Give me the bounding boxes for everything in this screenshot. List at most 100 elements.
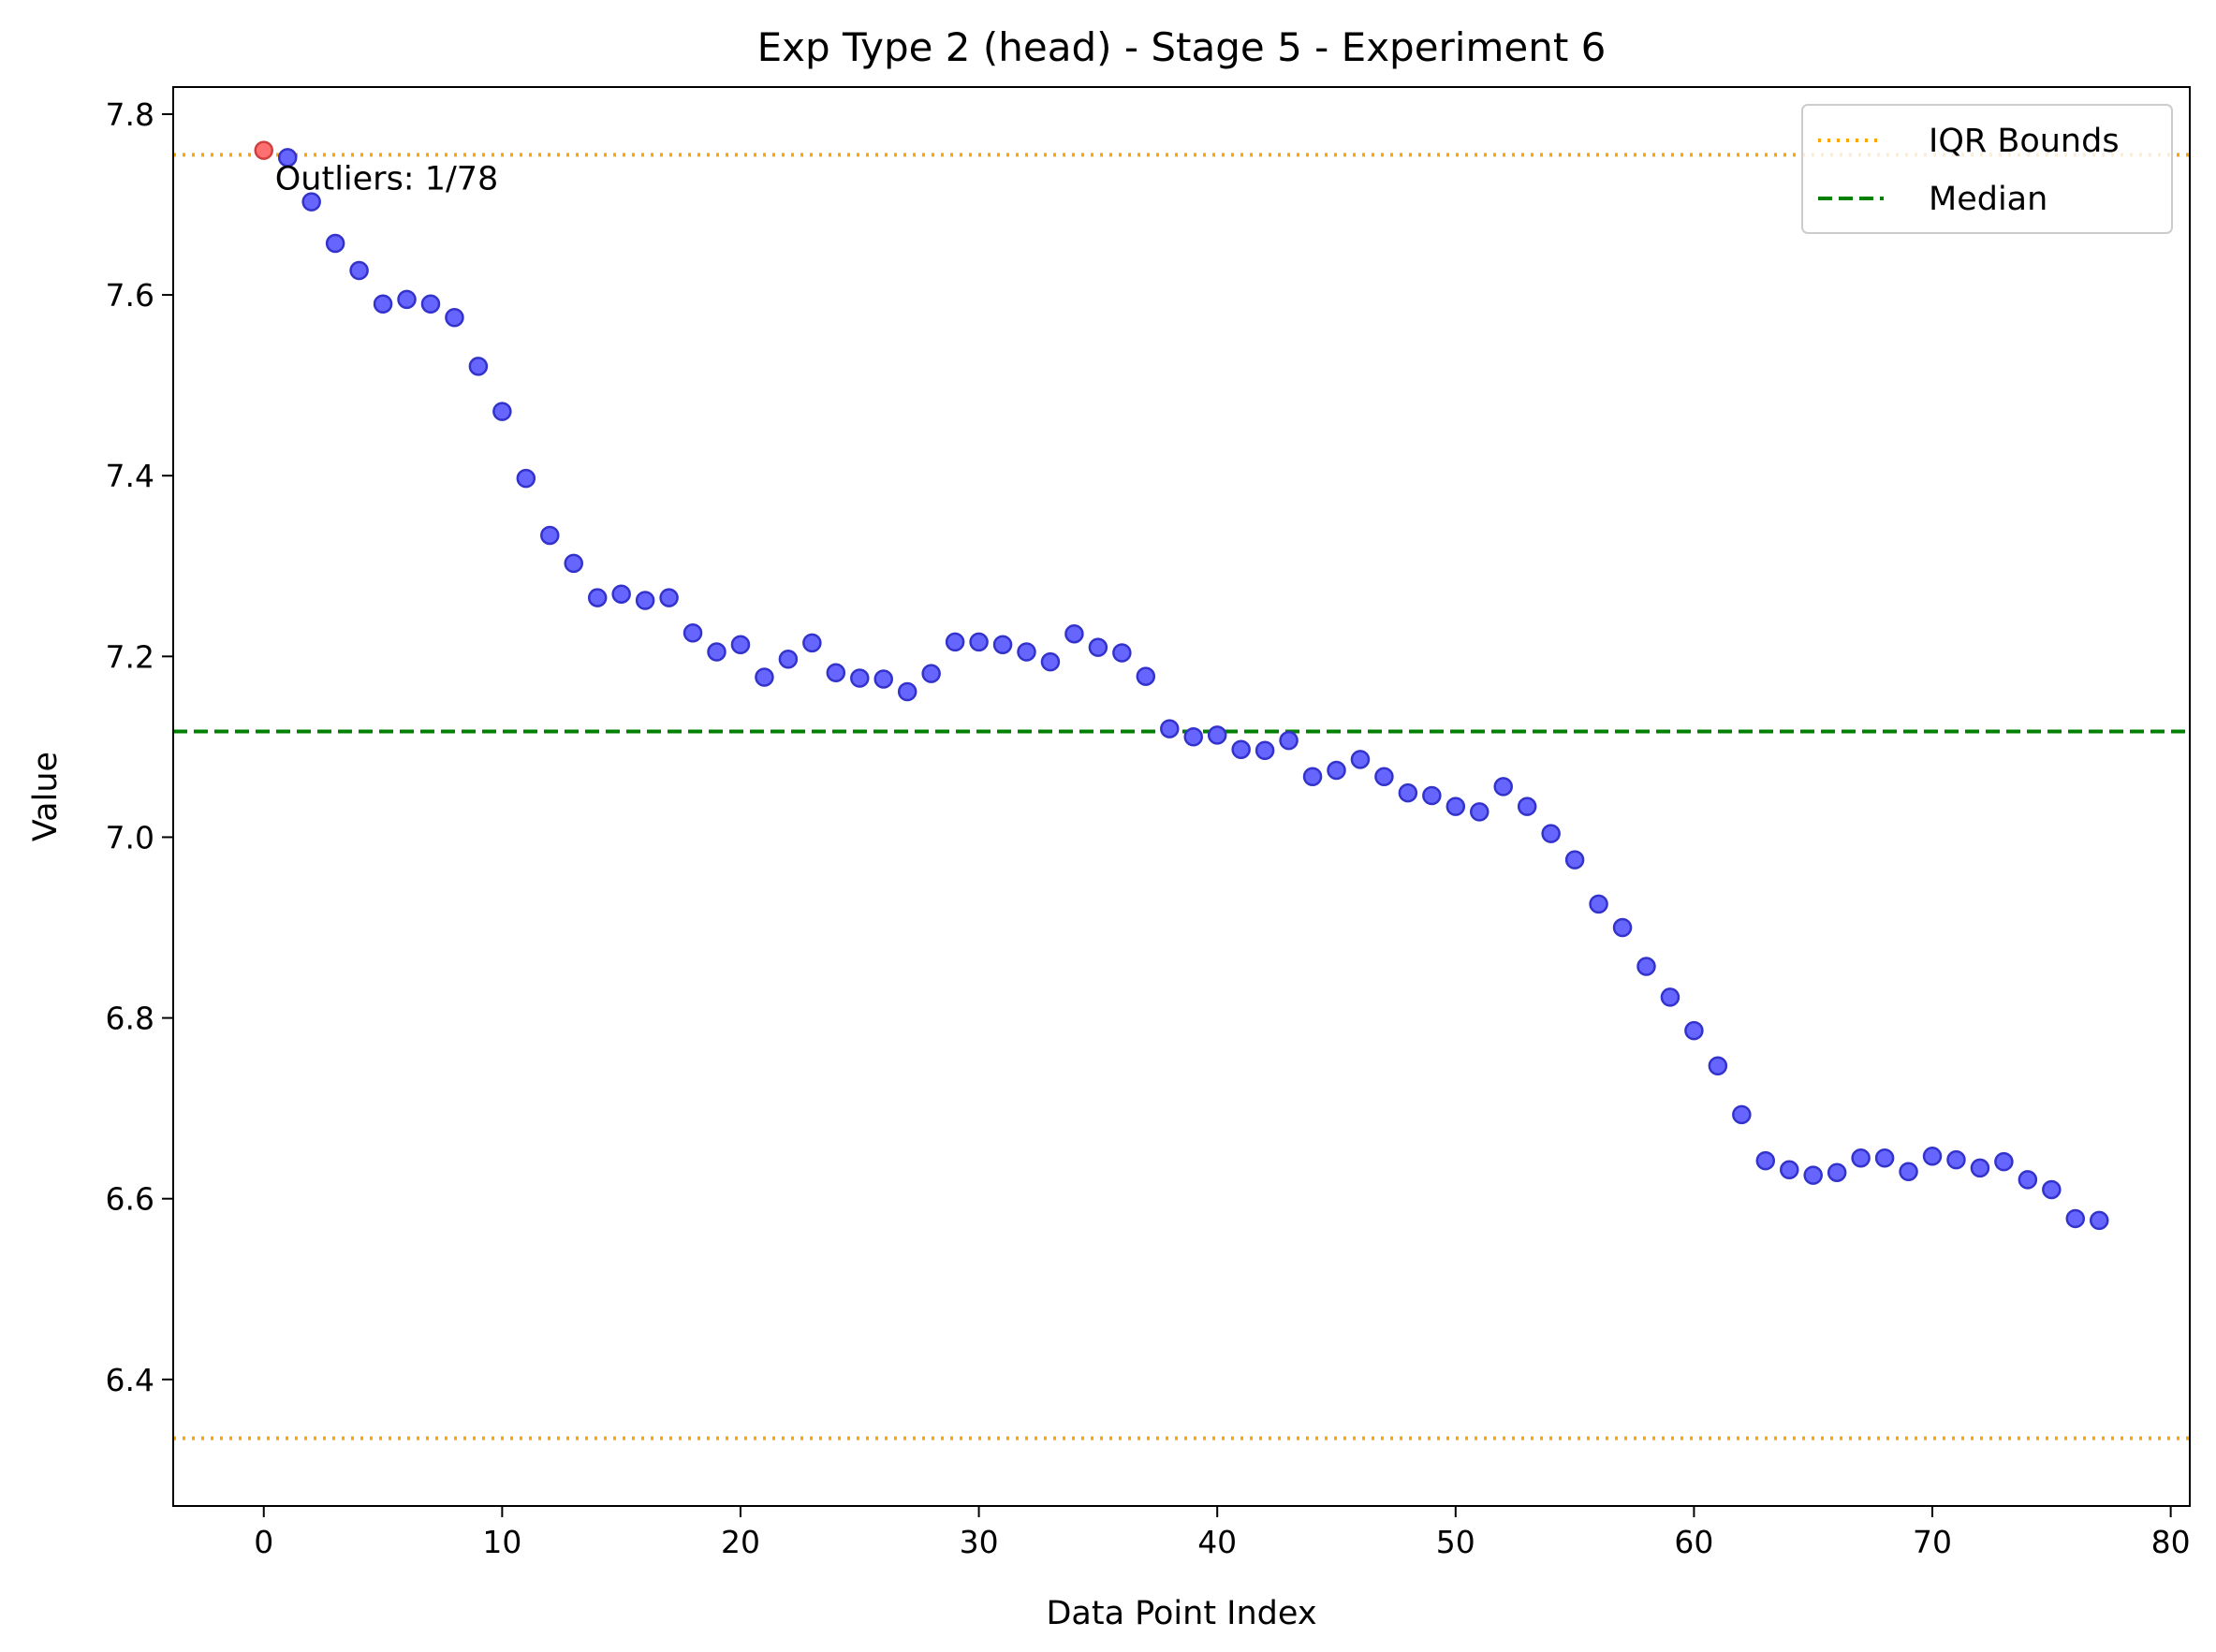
y-tick-label: 7.8 bbox=[106, 96, 154, 133]
legend-iqr-label: IQR Bounds bbox=[1929, 123, 2120, 160]
data-point bbox=[397, 289, 417, 310]
data-point bbox=[1946, 1149, 1966, 1170]
data-point bbox=[1541, 824, 1561, 843]
plot-frame bbox=[172, 86, 2191, 1507]
data-point bbox=[1803, 1165, 1823, 1185]
data-point bbox=[1017, 642, 1036, 662]
data-point bbox=[1636, 957, 1656, 976]
outlier-point bbox=[254, 140, 274, 160]
data-point bbox=[755, 667, 774, 687]
y-tick-label: 7.6 bbox=[106, 277, 154, 314]
y-tick-label: 7.2 bbox=[106, 638, 154, 675]
x-axis: 0 10 20 30 40 50 60 70 80 bbox=[254, 1506, 2191, 1560]
data-point bbox=[1755, 1150, 1776, 1171]
outlier-annotation: Outliers: 1/78 bbox=[275, 161, 499, 198]
data-point bbox=[492, 402, 512, 421]
x-tick-label: 20 bbox=[721, 1524, 760, 1560]
data-point bbox=[2018, 1170, 2038, 1190]
y-axis: 6.4 6.6 6.8 7.0 7.2 7.4 7.6 7.8 bbox=[106, 96, 173, 1398]
data-point bbox=[2065, 1208, 2086, 1229]
data-point bbox=[1994, 1151, 2014, 1172]
data-point bbox=[778, 649, 799, 669]
data-point bbox=[1684, 1020, 1704, 1041]
data-point bbox=[1780, 1160, 1799, 1180]
x-axis-label: Data Point Index bbox=[1046, 1595, 1316, 1632]
data-point bbox=[587, 588, 608, 607]
y-tick-label: 7.4 bbox=[106, 458, 154, 494]
data-point bbox=[897, 681, 917, 702]
data-point bbox=[373, 294, 393, 314]
data-point bbox=[1112, 643, 1132, 663]
data-point bbox=[1470, 802, 1490, 822]
data-points bbox=[254, 140, 2109, 1231]
legend-frame bbox=[1801, 104, 2173, 234]
data-point bbox=[1136, 666, 1156, 686]
data-point bbox=[1708, 1056, 1728, 1076]
legend: IQR Bounds Median bbox=[1801, 104, 2173, 234]
data-point bbox=[1374, 767, 1394, 787]
data-point bbox=[325, 233, 345, 254]
data-point bbox=[1517, 797, 1537, 816]
data-point bbox=[1564, 850, 1585, 870]
data-point bbox=[1422, 785, 1442, 806]
data-point bbox=[564, 553, 583, 574]
data-point bbox=[1922, 1147, 1943, 1166]
data-point bbox=[1327, 760, 1346, 781]
y-tick-label: 6.8 bbox=[106, 1001, 154, 1037]
data-point bbox=[1612, 917, 1633, 938]
data-point bbox=[349, 260, 369, 281]
data-point bbox=[1899, 1162, 1918, 1181]
data-point bbox=[1350, 750, 1371, 769]
y-tick-label: 6.6 bbox=[106, 1181, 154, 1218]
x-tick-label: 70 bbox=[1913, 1524, 1952, 1560]
legend-median-label: Median bbox=[1929, 181, 2047, 218]
data-point bbox=[1874, 1148, 1895, 1168]
data-point bbox=[468, 357, 489, 376]
data-point bbox=[420, 294, 441, 314]
data-point bbox=[635, 591, 655, 610]
data-point bbox=[1493, 777, 1513, 797]
data-point bbox=[826, 663, 846, 682]
data-point bbox=[659, 588, 679, 607]
data-point bbox=[992, 635, 1013, 655]
x-tick-label: 60 bbox=[1674, 1524, 1713, 1560]
data-point bbox=[1660, 987, 1680, 1007]
y-axis-label: Value bbox=[27, 752, 65, 841]
data-point bbox=[301, 192, 321, 212]
data-point bbox=[802, 633, 822, 653]
data-point bbox=[945, 632, 965, 652]
data-point bbox=[1207, 725, 1227, 745]
data-point bbox=[1231, 739, 1251, 760]
data-point bbox=[1088, 637, 1108, 657]
data-point bbox=[1827, 1162, 1847, 1182]
data-point bbox=[1732, 1104, 1752, 1125]
x-tick-label: 30 bbox=[960, 1524, 999, 1560]
plot-area bbox=[173, 87, 2190, 1506]
reference-lines bbox=[173, 153, 2190, 1440]
x-tick-label: 40 bbox=[1197, 1524, 1237, 1560]
data-point bbox=[1064, 623, 1084, 644]
y-tick-label: 6.4 bbox=[106, 1362, 154, 1398]
data-point bbox=[682, 622, 703, 643]
data-point bbox=[1851, 1148, 1871, 1168]
data-point bbox=[1398, 782, 1418, 803]
x-tick-label: 10 bbox=[482, 1524, 521, 1560]
data-point bbox=[2042, 1179, 2062, 1200]
data-point bbox=[1970, 1158, 1990, 1178]
data-point bbox=[516, 468, 536, 489]
data-point bbox=[1589, 894, 1608, 914]
data-point bbox=[611, 584, 631, 604]
data-point bbox=[1040, 651, 1061, 672]
x-tick-label: 80 bbox=[2151, 1524, 2191, 1560]
data-point bbox=[921, 664, 941, 683]
data-point bbox=[445, 307, 464, 328]
data-point bbox=[540, 525, 560, 546]
data-point bbox=[1302, 767, 1323, 787]
data-point bbox=[1183, 727, 1203, 747]
chart-title: Exp Type 2 (head) - Stage 5 - Experiment… bbox=[757, 24, 1607, 70]
data-point bbox=[1255, 740, 1275, 761]
data-point bbox=[969, 632, 989, 652]
data-point bbox=[1160, 719, 1180, 738]
x-tick-label: 50 bbox=[1436, 1524, 1475, 1560]
